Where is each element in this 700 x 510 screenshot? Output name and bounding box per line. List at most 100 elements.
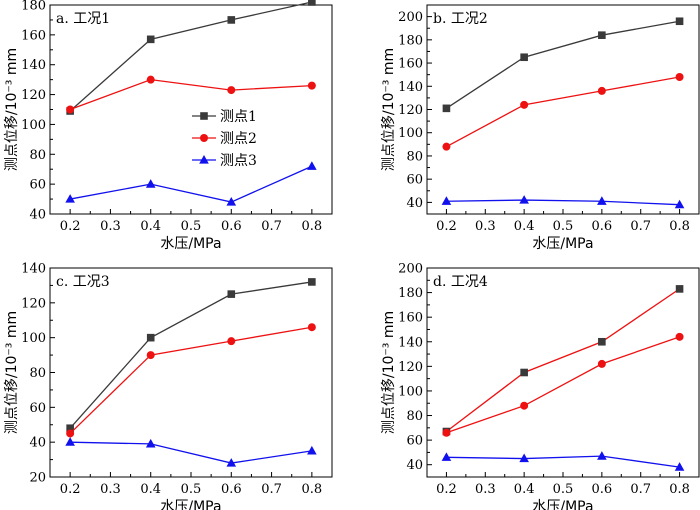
legend-label: 测点1 [220,109,257,125]
data-point [227,86,236,95]
panel-title: b. 工况2 [433,11,488,27]
chart-panel-a: 0.2 0.3 0.4 0.5 0.6 0.7 0.8 40 60 80 100 120 140 160 1… [4,0,333,252]
series-line [446,288,680,433]
chart-panel-d: 0.2 0.3 0.4 0.5 0.6 0.7 0.8 40 60 80 100 120 140 160 1… [381,262,700,510]
x-tick-label: 0.2 [436,219,457,234]
y-axis-title: 测点位移/10⁻³ mm [381,311,397,434]
y-tick-label: 120 [21,88,46,103]
y-tick-label: 40 [406,196,423,211]
series-line [70,441,312,464]
x-tick-label: 0.5 [553,482,574,497]
x-tick-label: 0.6 [221,219,242,234]
y-tick-label: 160 [398,311,423,326]
y-axis-title: 测点位移/10⁻³ mm [381,48,397,171]
data-point [227,290,236,298]
y-tick-label: 80 [29,148,46,163]
legend-label: 测点3 [220,153,257,169]
data-point [519,453,529,463]
data-point [442,104,451,113]
series-3 [441,451,685,471]
x-tick-label: 0.3 [475,482,496,497]
y-tick-label: 120 [398,103,423,118]
x-tick-label: 0.5 [181,482,202,497]
x-tick-label: 0.6 [592,482,613,497]
x-tick-label: 0.5 [181,219,202,234]
data-point [520,401,529,410]
x-tick-label: 0.8 [669,482,690,497]
x-tick-label: 0.6 [221,482,242,497]
data-point [598,31,606,39]
y-tick-label: 180 [398,33,423,48]
series-3 [441,195,685,209]
panel-title: c. 工况3 [56,274,110,290]
x-tick-label: 0.8 [302,482,323,497]
legend-marker [200,112,208,120]
x-tick-label: 0.7 [261,482,282,497]
series-line [446,336,680,434]
y-tick-label: 100 [21,118,46,133]
data-point [145,438,156,448]
panel-title: d. 工况4 [433,274,488,290]
x-tick-label: 0.6 [592,219,613,234]
data-point [66,424,74,433]
series-1 [442,17,684,113]
data-point [307,81,316,90]
y-tick-label: 120 [21,296,46,311]
x-tick-label: 0.7 [630,482,651,497]
y-tick-label: 160 [398,57,423,72]
data-point [598,337,606,346]
y-axis-title: 测点位移/10⁻³ mm [4,48,20,171]
y-tick-label: 100 [21,331,46,346]
data-point [65,437,75,446]
data-point [66,429,75,438]
series-1 [66,278,316,433]
y-tick-label: 120 [398,360,423,375]
series-line [70,165,313,203]
y-tick-label: 180 [398,286,423,301]
y-tick-label: 40 [406,458,423,473]
y-tick-label: 140 [21,262,46,277]
y-tick-label: 20 [29,471,46,486]
x-tick-label: 0.4 [140,482,161,497]
x-tick-label: 0.4 [514,219,535,234]
data-point [519,195,529,204]
data-point [227,337,236,346]
y-tick-label: 140 [398,335,423,350]
x-tick-label: 0.2 [60,219,81,234]
series-line [446,199,680,206]
series-line [446,76,680,148]
series-line [446,20,680,109]
series-line [446,455,680,468]
data-point [308,278,316,286]
data-point [675,17,684,26]
y-tick-label: 60 [29,401,46,416]
data-point [441,196,452,205]
x-tick-label: 0.3 [475,219,496,234]
plot-frame [426,267,700,478]
series-line [69,78,312,111]
y-tick-label: 180 [21,0,46,14]
legend-marker [199,155,209,164]
data-point [308,0,316,6]
y-tick-label: 80 [406,149,423,164]
y-tick-label: 140 [398,80,423,95]
data-point [307,323,316,332]
data-point [441,452,452,461]
y-tick-label: 100 [398,126,423,141]
x-tick-label: 0.3 [100,482,121,497]
x-axis-title: 水压/MPa [160,236,221,252]
plot-frame [49,267,333,478]
data-point [597,359,606,368]
series-line [69,281,312,429]
plot-frame [426,4,700,215]
series-3 [65,161,317,206]
series-1 [442,285,684,436]
y-tick-label: 80 [29,366,46,381]
data-point [146,351,155,360]
data-point [227,16,236,24]
data-point [597,451,607,460]
y-tick-label: 60 [406,173,423,188]
y-tick-label: 100 [398,384,423,399]
x-axis-title: 水压/MPa [532,499,593,510]
x-tick-label: 0.4 [514,482,535,497]
